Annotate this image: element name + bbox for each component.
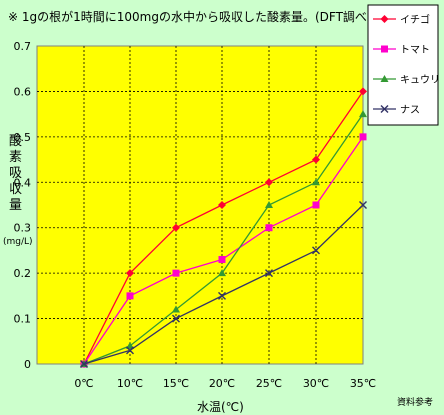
y-axis-label-char: 酸 [9,134,22,149]
data-point [265,269,273,278]
data-point [126,269,134,278]
legend-label: イチゴ [400,13,430,26]
y-axis-label-char: 吸 [9,166,22,181]
x-tick-label: 25℃ [256,377,282,390]
data-point [381,45,388,53]
series-lines [80,87,367,368]
y-tick-label: 0.4 [14,176,32,189]
data-point [265,201,273,208]
y-axis-label: 酸 素 吸 収 量 [9,134,22,213]
data-point [359,87,367,96]
chart-title: ※ 1gの根が1時間に100mgの水中から吸収した酸素量。(DFT調べ) [8,9,372,24]
data-point [172,314,180,323]
data-point [126,341,134,349]
data-point [126,346,134,355]
data-point [126,292,134,300]
legend-box [367,4,439,126]
series-x [80,201,367,368]
source-note: 資料参考 [397,396,433,408]
x-tick-label: 30℃ [303,377,329,390]
data-point [265,178,273,187]
data-point [312,178,320,186]
data-point [359,110,367,118]
y-tick-label: 0.1 [14,313,32,326]
data-point [172,269,180,277]
data-point [380,15,389,23]
x-axis-label: 水温(℃) [197,400,244,414]
data-point [380,75,389,82]
legend-label: トマト [400,45,430,56]
y-axis-label-char: 量 [9,198,22,213]
x-tick-label: 0℃ [74,377,93,390]
x-tick-label: 20℃ [209,377,235,390]
y-tick-label: 0.7 [14,40,32,53]
x-tick-label: 10℃ [117,377,143,390]
legend-label: ナス [400,104,420,116]
series-square [80,133,367,368]
data-point [218,201,226,209]
data-point [80,360,88,368]
plot-area [36,45,364,365]
legend-item: イチゴ [373,13,430,26]
y-axis-label-char: 収 [9,182,22,197]
legend-item: トマト [373,45,430,56]
x-tick-labels: 0℃ 10℃ 15℃ 20℃ 25℃ 30℃ 35℃ [74,377,376,390]
x-tick-label: 15℃ [163,377,189,390]
y-tick-labels: 0 0.1 0.2 0.3 0.4 0.5 0.6 0.7 [14,40,32,371]
data-point [359,201,367,209]
data-point [312,155,320,164]
y-tick-label: 0.6 [14,85,32,98]
data-point [218,256,226,264]
data-point [172,223,180,232]
legend-item: キュウリ [373,74,440,86]
x-tick-label: 35℃ [350,377,376,390]
data-point [218,269,226,277]
y-axis-unit: (mg/L) [3,237,33,247]
legend-label: キュウリ [400,74,440,86]
data-point [380,105,389,113]
y-tick-label: 0.5 [14,131,32,144]
y-tick-label: 0.3 [14,222,32,235]
data-point [312,246,320,255]
y-tick-label: 0 [24,358,31,371]
data-point [172,305,180,313]
y-tick-label: 0.2 [14,267,32,280]
data-point [265,224,273,232]
legend-item: ナス [373,104,420,116]
data-point [359,133,367,141]
y-axis-label-char: 素 [9,150,22,165]
data-point [312,201,320,209]
data-point [218,291,226,300]
